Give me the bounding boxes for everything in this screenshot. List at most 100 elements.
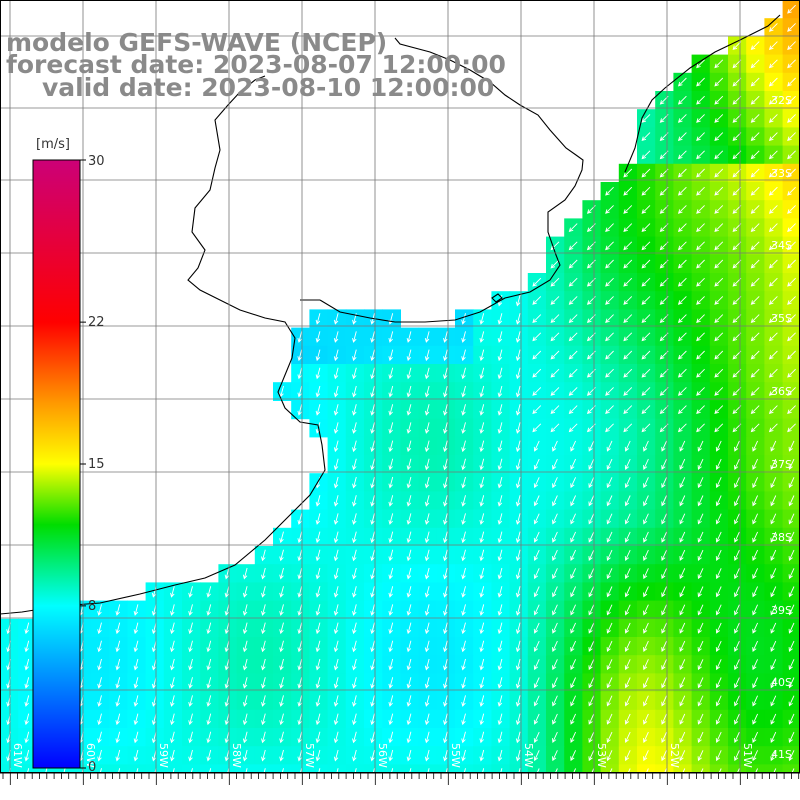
wind-arrow bbox=[242, 677, 248, 689]
wind-arrow bbox=[115, 640, 121, 653]
wind-arrow bbox=[734, 750, 740, 762]
wind-arrow bbox=[388, 385, 394, 398]
wind-arrow bbox=[406, 458, 412, 471]
wind-arrow bbox=[224, 749, 230, 762]
wind-arrow bbox=[679, 477, 686, 489]
wind-arrow bbox=[424, 331, 430, 343]
wind-arrow bbox=[352, 604, 357, 616]
wind-arrow bbox=[352, 440, 357, 453]
wind-arrow bbox=[370, 331, 375, 343]
wind-arrow bbox=[552, 750, 558, 762]
wind-arrow bbox=[370, 677, 375, 689]
wind-arrow bbox=[787, 205, 796, 214]
wind-arrow bbox=[752, 713, 759, 725]
wind-arrow bbox=[370, 513, 375, 525]
wind-arrow bbox=[115, 749, 121, 762]
wind-arrow bbox=[768, 368, 778, 378]
wind-arrow bbox=[552, 659, 558, 671]
wind-arrow bbox=[770, 531, 777, 543]
wind-arrow bbox=[715, 695, 722, 707]
wind-arrow bbox=[133, 622, 139, 635]
wind-arrow bbox=[679, 440, 686, 452]
wind-arrow bbox=[424, 367, 430, 380]
wind-arrow bbox=[641, 168, 651, 178]
wind-arrow bbox=[679, 604, 686, 616]
wind-arrow bbox=[550, 332, 560, 342]
wind-arrow bbox=[333, 567, 339, 580]
wind-arrow bbox=[461, 567, 466, 580]
wind-arrow bbox=[770, 640, 777, 652]
wind-arrow bbox=[370, 640, 375, 653]
wind-arrow bbox=[515, 658, 521, 671]
wind-arrow bbox=[641, 186, 651, 196]
wind-arrow bbox=[696, 423, 705, 433]
wind-arrow bbox=[788, 750, 795, 762]
wind-arrow bbox=[661, 477, 668, 489]
wind-arrow bbox=[623, 350, 633, 360]
wind-arrow bbox=[661, 731, 668, 743]
wind-arrow bbox=[315, 749, 321, 762]
colorbar-label: 15 bbox=[88, 457, 105, 472]
wind-arrow bbox=[479, 695, 485, 707]
wind-arrow bbox=[188, 640, 193, 653]
wind-arrow bbox=[788, 622, 795, 634]
wind-arrow bbox=[279, 749, 284, 762]
wind-arrow bbox=[406, 640, 412, 653]
wind-arrow bbox=[297, 677, 303, 689]
wind-arrow bbox=[570, 677, 577, 689]
wind-arrow bbox=[588, 440, 595, 452]
wind-arrow bbox=[641, 241, 651, 251]
wind-arrow bbox=[787, 41, 796, 51]
wind-arrow bbox=[788, 659, 795, 671]
wind-arrow bbox=[606, 713, 613, 725]
wind-arrow bbox=[552, 640, 558, 652]
model-title: modelo GEFS-WAVE (NCEP) bbox=[6, 28, 388, 57]
wind-arrow bbox=[443, 385, 448, 398]
wind-arrow bbox=[461, 604, 466, 616]
wind-arrow bbox=[297, 604, 303, 616]
wind-arrow bbox=[479, 495, 485, 507]
wind-arrow bbox=[370, 349, 375, 362]
wind-arrow bbox=[714, 387, 724, 396]
wind-arrow bbox=[768, 168, 778, 178]
wind-arrow bbox=[750, 95, 760, 105]
wind-arrow bbox=[242, 640, 248, 653]
wind-arrow bbox=[697, 713, 704, 725]
latitude-label: 41S bbox=[771, 748, 792, 761]
wind-arrow bbox=[606, 549, 613, 561]
wind-arrow bbox=[787, 223, 796, 233]
wind-arrow bbox=[115, 604, 121, 616]
wind-arrow bbox=[752, 604, 759, 616]
wind-arrow bbox=[497, 367, 503, 380]
wind-arrow bbox=[624, 731, 631, 743]
wind-arrow bbox=[406, 713, 412, 726]
longitude-label: 56W bbox=[376, 743, 389, 768]
wind-arrow bbox=[133, 713, 139, 726]
wind-arrow bbox=[752, 586, 759, 598]
wind-arrow bbox=[406, 404, 412, 416]
wind-arrow bbox=[714, 368, 724, 378]
wind-arrow bbox=[97, 640, 102, 653]
latitude-label: 40S bbox=[771, 676, 792, 689]
forecast-date: forecast date: 2023-08-07 12:00:00 bbox=[6, 50, 506, 79]
wind-arrow bbox=[206, 658, 212, 671]
latitude-labels: 32S 33S 34S 35S 36S 37S 38S 39S 40S 41S bbox=[771, 94, 792, 761]
wind-arrow bbox=[661, 549, 668, 561]
wind-arrow bbox=[734, 604, 740, 616]
wind-arrow bbox=[224, 622, 230, 635]
wind-arrow bbox=[770, 695, 777, 707]
wind-arrow bbox=[297, 749, 303, 762]
wind-arrow bbox=[188, 677, 193, 689]
wind-arrow bbox=[714, 168, 724, 178]
colorbar-label: 8 bbox=[88, 599, 96, 614]
wind-arrow bbox=[533, 731, 540, 743]
wind-arrow bbox=[97, 749, 102, 762]
wind-arrow bbox=[170, 622, 175, 635]
wind-arrow bbox=[206, 713, 212, 726]
wind-arrow bbox=[461, 513, 466, 525]
wind-arrow bbox=[370, 622, 375, 635]
wind-arrow bbox=[696, 241, 705, 251]
wind-arrow bbox=[406, 731, 412, 744]
wind-arrow bbox=[770, 586, 777, 598]
wind-arrow bbox=[734, 549, 740, 561]
